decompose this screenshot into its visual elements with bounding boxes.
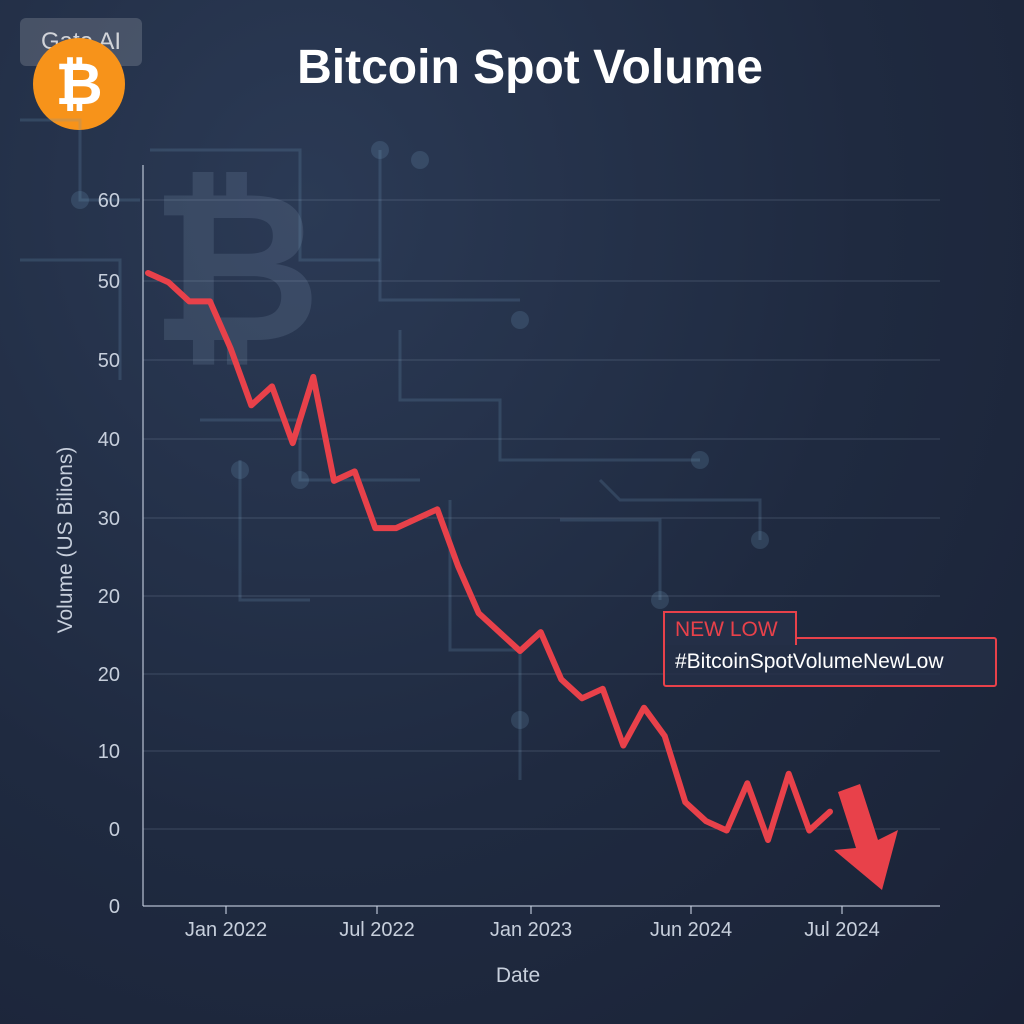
y-tick-label: 50 [98,271,120,293]
y-tick-label: 10 [98,741,120,763]
circuit-background: ₿ [20,118,769,780]
chart-title: Bitcoin Spot Volume [297,41,763,94]
y-tick-label: 20 [98,664,120,686]
x-tick-label: Jul 2024 [804,919,880,941]
x-tick-label: Jul 2022 [339,919,415,941]
down-arrow-icon [834,784,898,890]
series-line [145,270,833,843]
y-tick-label: 60 [98,190,120,212]
x-tick-label: Jan 2022 [185,919,267,941]
svg-text:₿: ₿ [150,150,321,385]
x-tick-label: Jun 2024 [650,919,732,941]
y-tick-label: 40 [98,429,120,451]
y-tick-label: 20 [98,586,120,608]
y-tick-label: 0 [109,896,120,918]
bitcoin-logo-icon: ₿ [33,38,125,130]
y-tick-label: 30 [98,508,120,530]
callout-tag: NEW LOW [663,611,797,645]
y-axis-label: Volume (US Bilions) [54,447,77,634]
y-tick-label: 50 [98,350,120,372]
x-axis-label: Date [496,964,540,987]
callout-hashtag: #BitcoinSpotVolumeNewLow [663,637,997,687]
y-tick-label: 0 [109,819,120,841]
x-tick-label: Jan 2023 [490,919,572,941]
